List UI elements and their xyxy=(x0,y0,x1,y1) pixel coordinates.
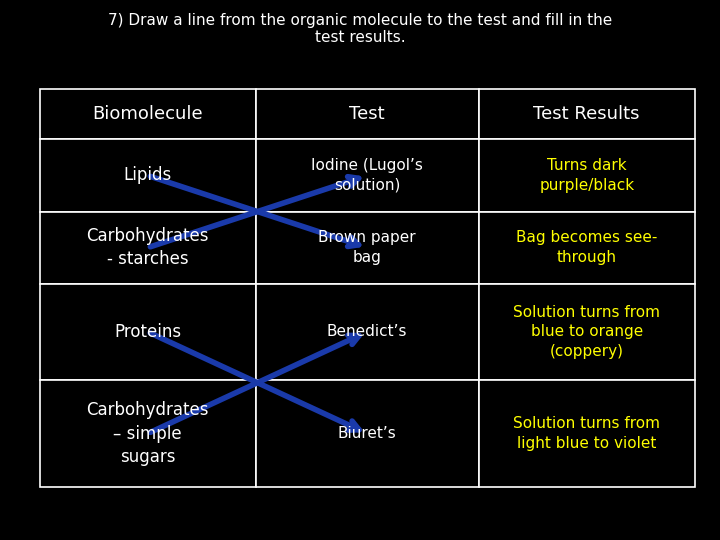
Bar xyxy=(256,212,479,284)
Text: Brown paper
bag: Brown paper bag xyxy=(318,230,416,265)
Text: 7) Draw a line from the organic molecule to the test and fill in the: 7) Draw a line from the organic molecule… xyxy=(108,14,612,29)
Text: Carbohydrates
- starches: Carbohydrates - starches xyxy=(86,227,209,268)
Bar xyxy=(256,380,479,487)
Bar xyxy=(40,212,256,284)
Text: test results.: test results. xyxy=(315,30,405,45)
Text: Iodine (Lugol’s
solution): Iodine (Lugol’s solution) xyxy=(311,158,423,193)
Bar xyxy=(256,284,479,380)
Text: Lipids: Lipids xyxy=(124,166,172,185)
Text: Benedict’s: Benedict’s xyxy=(327,325,408,339)
Bar xyxy=(40,89,256,139)
Text: Test: Test xyxy=(349,105,385,123)
Text: Solution turns from
blue to orange
(coppery): Solution turns from blue to orange (copp… xyxy=(513,305,660,359)
Text: Proteins: Proteins xyxy=(114,323,181,341)
Bar xyxy=(256,139,479,212)
Bar xyxy=(479,139,695,212)
Bar xyxy=(479,89,695,139)
Text: Bag becomes see-
through: Bag becomes see- through xyxy=(516,230,657,265)
Text: Turns dark
purple/black: Turns dark purple/black xyxy=(539,158,634,193)
Bar xyxy=(479,284,695,380)
Bar xyxy=(479,380,695,487)
Bar xyxy=(40,284,256,380)
Text: Test Results: Test Results xyxy=(534,105,640,123)
Bar xyxy=(479,212,695,284)
Text: Biuret’s: Biuret’s xyxy=(338,426,397,441)
Bar xyxy=(40,139,256,212)
Text: Biomolecule: Biomolecule xyxy=(92,105,203,123)
Text: Carbohydrates
– simple
sugars: Carbohydrates – simple sugars xyxy=(86,401,209,466)
Bar xyxy=(256,89,479,139)
Bar xyxy=(40,380,256,487)
Text: Solution turns from
light blue to violet: Solution turns from light blue to violet xyxy=(513,416,660,451)
